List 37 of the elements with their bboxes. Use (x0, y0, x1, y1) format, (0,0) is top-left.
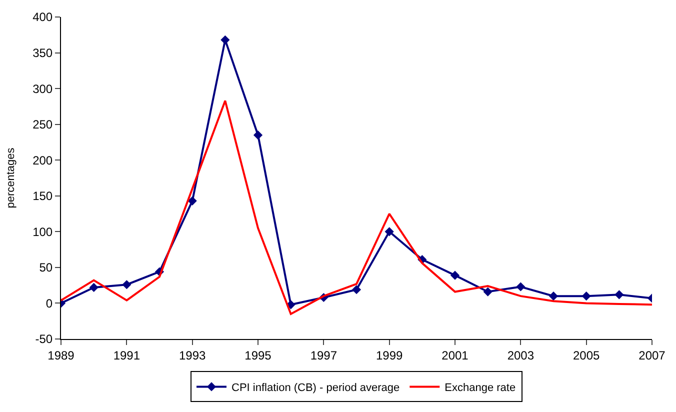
y-tick-label: 150 (32, 189, 53, 204)
x-tick-label: 2005 (572, 348, 600, 362)
y-tick-label: 350 (32, 46, 53, 60)
y-tick-label: 300 (32, 82, 53, 96)
point (188, 196, 197, 206)
point (122, 280, 132, 290)
y-tick-label: -50 (35, 332, 53, 346)
x-tick-label: 2001 (442, 348, 469, 362)
point (548, 292, 558, 301)
x-tick-label: 1999 (376, 348, 403, 362)
legend-label: CPI inflation (CB) - period average (232, 382, 400, 394)
x-tick-label: 2007 (638, 348, 666, 362)
point (352, 285, 362, 294)
line-series (61, 100, 652, 315)
x-tick-label: 1995 (244, 348, 272, 362)
y-tick-label: 400 (32, 10, 53, 24)
point (220, 35, 230, 44)
y-tick-label: 50 (39, 260, 53, 275)
point (450, 270, 460, 280)
point (89, 282, 98, 292)
x-tick-label: 1989 (48, 348, 75, 362)
x-tick-label: 1991 (113, 348, 140, 362)
x-tick-label: 1993 (178, 348, 206, 362)
legend-label: Exchange rate (444, 382, 516, 394)
point (614, 290, 624, 300)
point (253, 130, 263, 140)
point (483, 287, 492, 296)
y-tick-label: 250 (32, 118, 53, 132)
point (384, 227, 394, 236)
y-tick-label: 200 (32, 153, 53, 168)
point (516, 282, 526, 292)
y-axis-title: percentages (5, 147, 18, 208)
x-tick-label: 1997 (310, 348, 338, 362)
point (582, 292, 591, 301)
y-tick-label: 0 (46, 296, 53, 310)
y-tick-label: 100 (32, 224, 53, 239)
x-tick-label: 2003 (507, 348, 534, 362)
